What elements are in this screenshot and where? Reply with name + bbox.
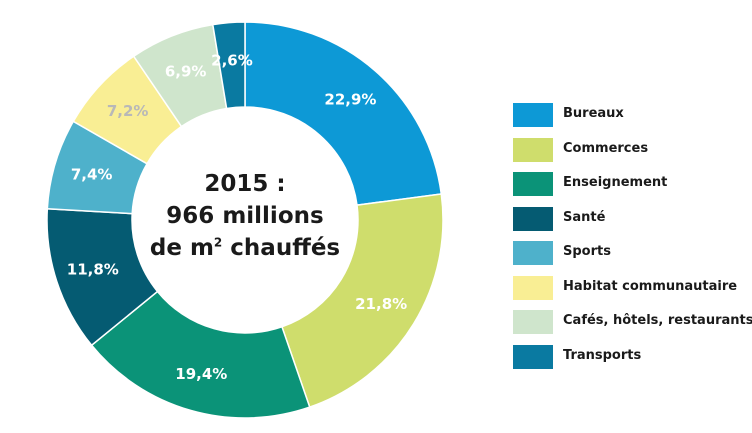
center-year: 2015 : xyxy=(204,171,286,197)
legend-label: Sports xyxy=(563,244,611,259)
legend-swatch xyxy=(513,344,553,369)
legend-label: Bureaux xyxy=(563,106,624,121)
slice-label-6: 7,2% xyxy=(107,102,149,120)
slice-label-4: 11,8% xyxy=(67,260,119,278)
center-unit: de m2 chauffés xyxy=(149,235,341,261)
legend-swatch xyxy=(513,103,553,127)
legend-swatch xyxy=(513,310,553,334)
donut-slice-8 xyxy=(211,21,246,110)
legend-swatch xyxy=(513,275,553,300)
legend-swatch xyxy=(513,172,553,196)
legend-label: Habitat communautaire xyxy=(563,278,738,294)
legend-label: Enseignement xyxy=(563,175,668,190)
legend-label: Commerces xyxy=(563,140,649,156)
slice-label-1: 22,9% xyxy=(324,91,376,109)
slice-label-5: 7,4% xyxy=(71,165,113,183)
slice-label-8: 2,6% xyxy=(211,52,253,70)
legend-label: Santé xyxy=(563,209,606,225)
legend-swatch xyxy=(513,206,553,231)
legend-label: Cafés, hôtels, restaurants xyxy=(563,313,752,328)
donut-center-caption: 2015 : 966 millions de m2 chauffés xyxy=(145,168,345,264)
legend-swatch xyxy=(513,137,553,162)
legend-label: Transports xyxy=(563,347,642,363)
donut-chart: 22,9% 21,8% 19,4% 11,8% 7,4% 7,2% 6,9%2,6% xyxy=(46,21,444,419)
slice-label-2: 21,8% xyxy=(355,295,407,313)
slice-label-7: 6,9% xyxy=(165,62,207,80)
slice-label-3: 19,4% xyxy=(175,365,227,383)
donut-slice-3 xyxy=(90,290,311,419)
legend-swatch xyxy=(513,241,553,265)
center-total: 966 millions xyxy=(166,203,324,229)
donut-slice-1 xyxy=(244,21,443,206)
donut-slice-2 xyxy=(280,193,444,409)
